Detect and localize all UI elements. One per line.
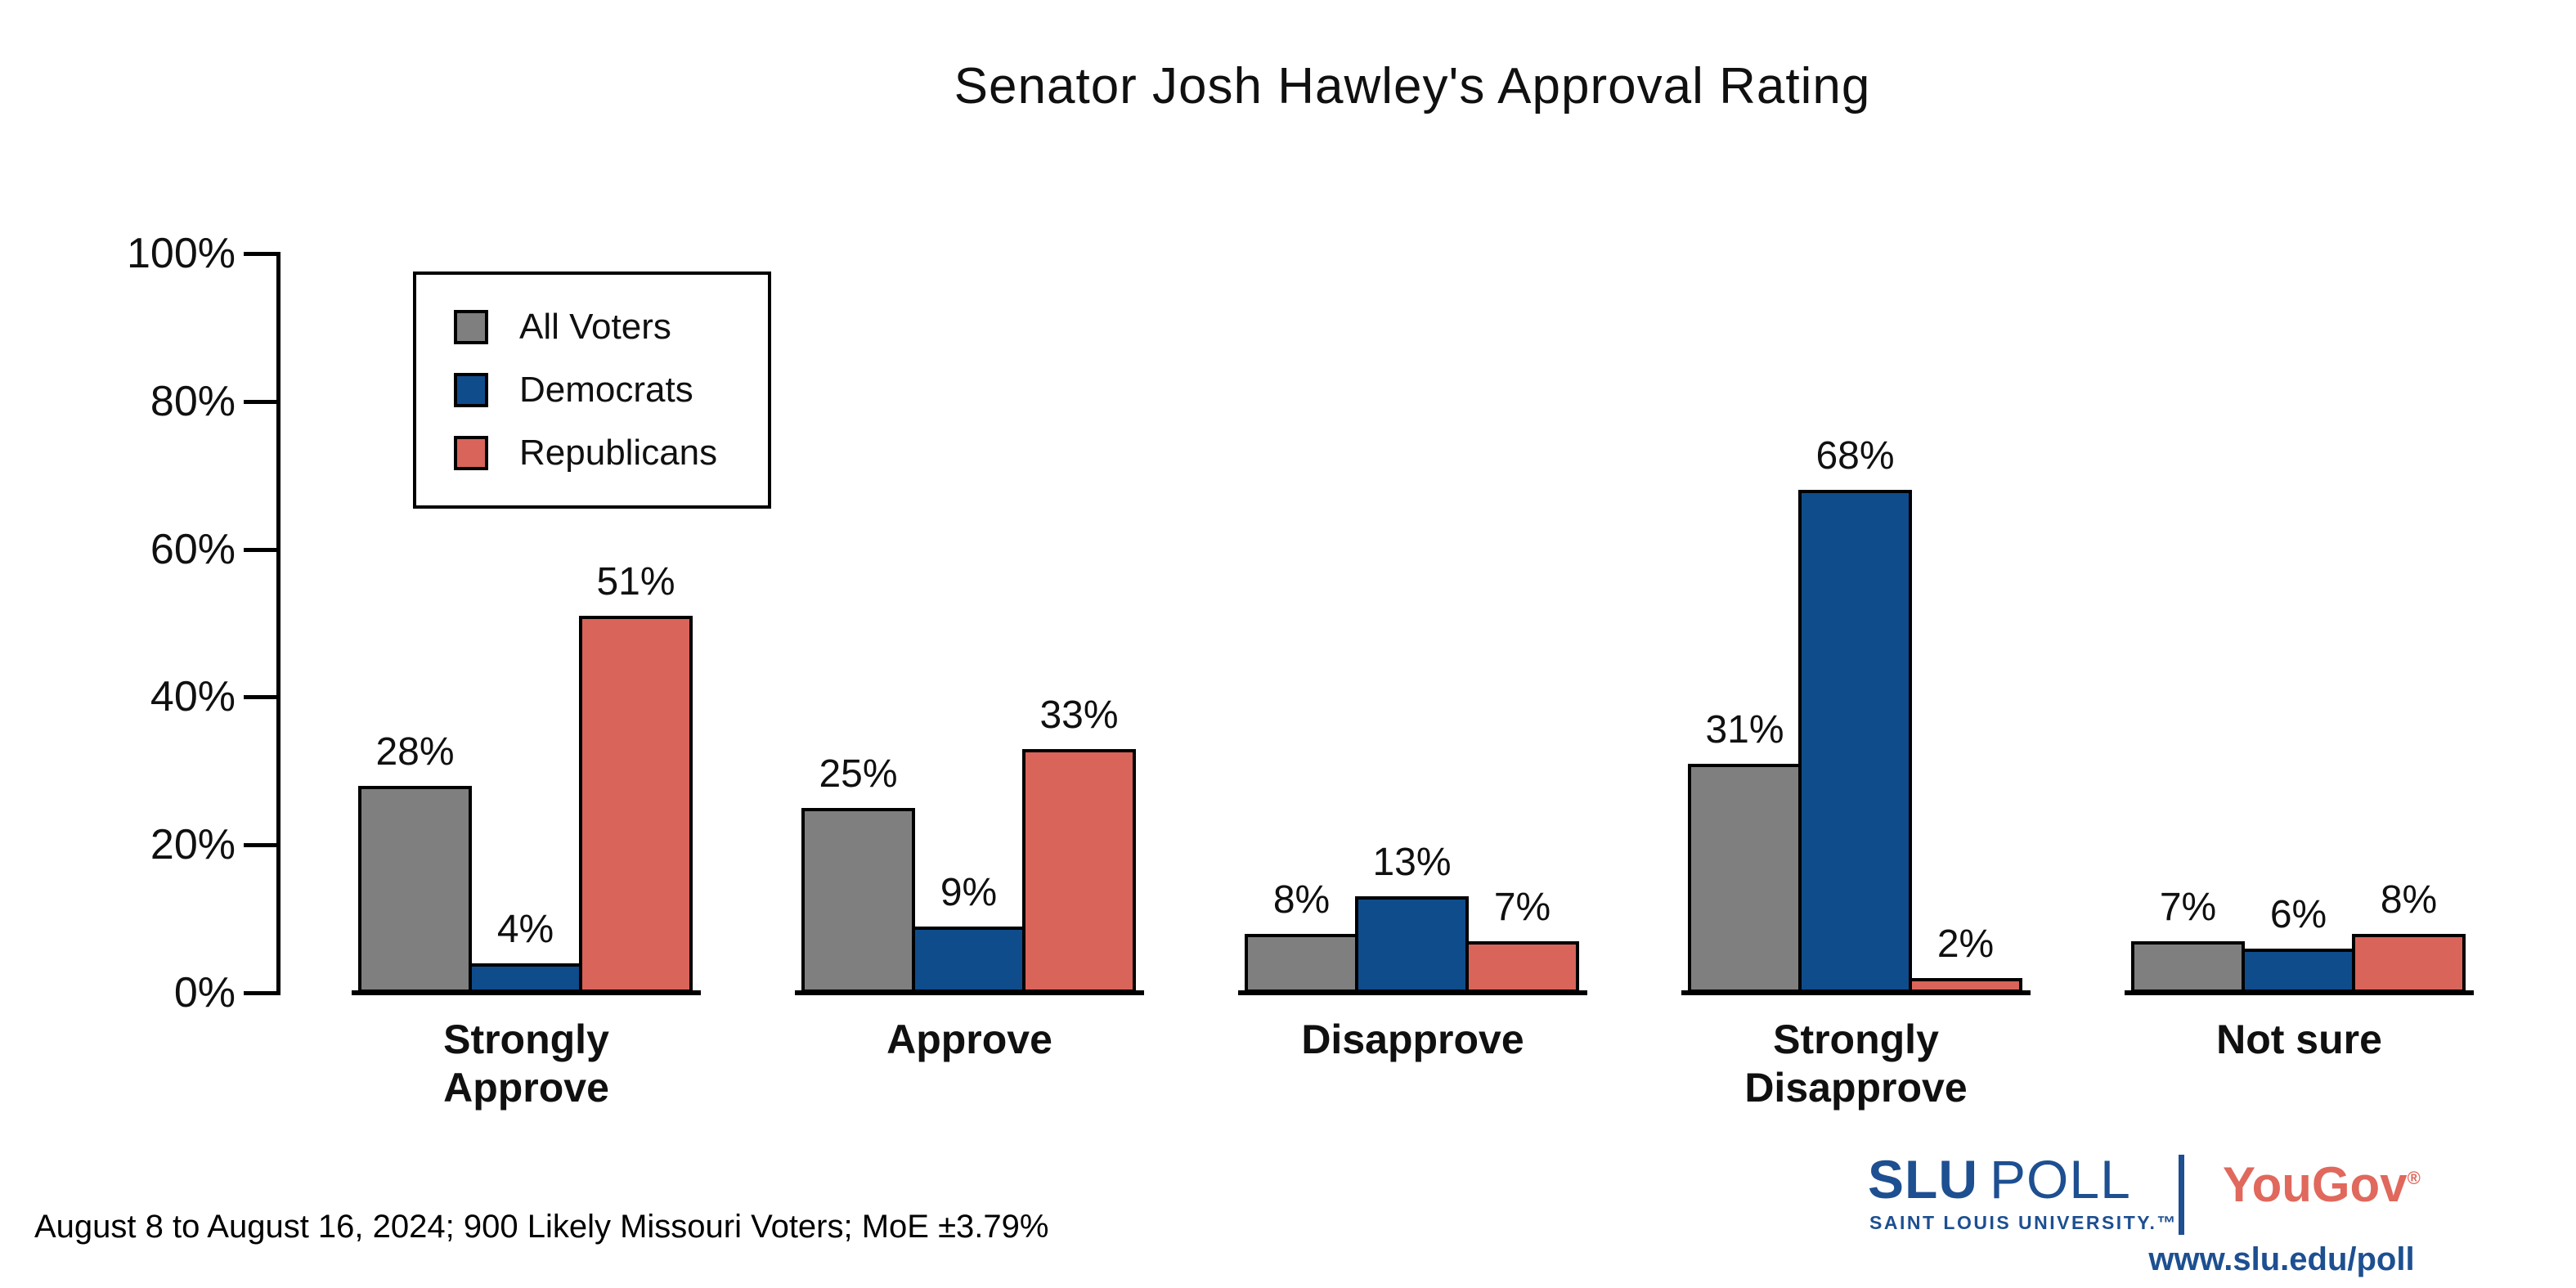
group-baseline [2125, 990, 2474, 995]
bar-group: 31% 68% 2% Strongly Disapprove [1681, 254, 2031, 1111]
bar-group: 7% 6% 8% Not sure [2125, 254, 2474, 1062]
logo-divider [2179, 1155, 2184, 1235]
group-baseline [795, 990, 1144, 995]
bar-republicans [2352, 934, 2466, 993]
chart-title: Senator Josh Hawley's Approval Rating [954, 58, 1871, 114]
category-label: Approve [886, 1016, 1052, 1062]
bar-value-label: 6% [2269, 893, 2327, 936]
category-label: Strongly Disapprove [1744, 1016, 1968, 1111]
bar-democrats [912, 927, 1025, 993]
legend-label: All Voters [519, 307, 671, 347]
bar-republicans [1022, 749, 1136, 993]
bar-value-label: 8% [2380, 878, 2438, 922]
bar-value-label: 51% [596, 560, 675, 604]
bar-democrats [1355, 896, 1469, 993]
group-baseline [1238, 990, 1587, 995]
bar-group: 8% 13% 7% Disapprove [1238, 254, 1587, 1062]
bar-democrats [1798, 490, 1912, 993]
y-axis-tick [244, 252, 278, 256]
group-baseline [352, 990, 701, 995]
bar-value-label: 4% [496, 908, 554, 951]
bar-republicans [579, 616, 693, 993]
legend-label: Republicans [519, 433, 718, 473]
bar-value-label: 25% [819, 752, 898, 796]
legend-swatch-icon [454, 373, 488, 407]
legend-swatch-icon [454, 436, 488, 470]
legend-item: Democrats [454, 370, 768, 411]
slu-logo-word: SLU [1868, 1149, 1978, 1209]
group-baseline [1681, 990, 2031, 995]
bar-value-label: 28% [375, 730, 455, 774]
y-axis-tick [244, 695, 278, 700]
y-axis-tick-label: 40% [150, 673, 236, 721]
legend-label: Democrats [519, 370, 693, 410]
slu-tagline: SAINT LOUIS UNIVERSITY.™ [1869, 1212, 2178, 1233]
bar-group: 28% 4% 51% Strongly Approve [352, 254, 701, 1111]
y-axis-tick [244, 399, 278, 404]
bar-all-voters [2131, 941, 2245, 993]
footer-note: August 8 to August 16, 2024; 900 Likely … [34, 1209, 1049, 1245]
yougov-logo: YouGov® [2223, 1156, 2421, 1213]
legend-item: All Voters [454, 307, 768, 348]
y-axis-tick-label: 80% [150, 377, 236, 425]
category-label: Disapprove [1301, 1016, 1524, 1062]
y-axis-tick-label: 100% [127, 230, 236, 277]
legend-item: Republicans [454, 433, 768, 473]
bar-value-label: 8% [1272, 878, 1331, 922]
y-axis-tick-label: 60% [150, 525, 236, 573]
bar-all-voters [801, 808, 915, 993]
yougov-word: YouGov [2223, 1157, 2408, 1212]
bar-all-voters [1688, 764, 1802, 993]
legend-swatch-icon [454, 310, 488, 344]
y-axis-tick [244, 843, 278, 848]
poll-logo-word: POLL [1990, 1149, 2131, 1209]
registered-mark-icon: ® [2407, 1168, 2421, 1188]
bar-republicans [1465, 941, 1579, 993]
bar-group: 25% 9% 33% Approve [795, 254, 1144, 1062]
bar-value-label: 68% [1815, 434, 1895, 478]
y-axis-tick [244, 991, 278, 995]
bar-all-voters [358, 786, 472, 993]
bar-value-label: 7% [1493, 886, 1551, 929]
bar-value-label: 2% [1936, 922, 1995, 966]
category-label: Strongly Approve [443, 1016, 609, 1111]
y-axis-tick-label: 0% [173, 969, 236, 1016]
legend: All Voters Democrats Republicans [413, 272, 771, 509]
bar-value-label: 7% [2159, 886, 2217, 929]
y-axis-tick-label: 20% [150, 821, 236, 869]
slu-poll-logo: SLU POLL [1868, 1148, 2131, 1210]
bar-value-label: 9% [940, 871, 998, 914]
category-label: Not sure [2216, 1016, 2382, 1062]
y-axis-line [276, 252, 280, 995]
bar-value-label: 31% [1705, 708, 1784, 752]
bar-value-label: 33% [1039, 693, 1119, 737]
bar-democrats [2242, 949, 2355, 993]
slu-url: www.slu.edu/poll [2148, 1241, 2415, 1277]
y-axis-tick [244, 547, 278, 552]
bar-value-label: 13% [1372, 841, 1452, 884]
bar-democrats [469, 963, 582, 993]
bar-all-voters [1245, 934, 1358, 993]
